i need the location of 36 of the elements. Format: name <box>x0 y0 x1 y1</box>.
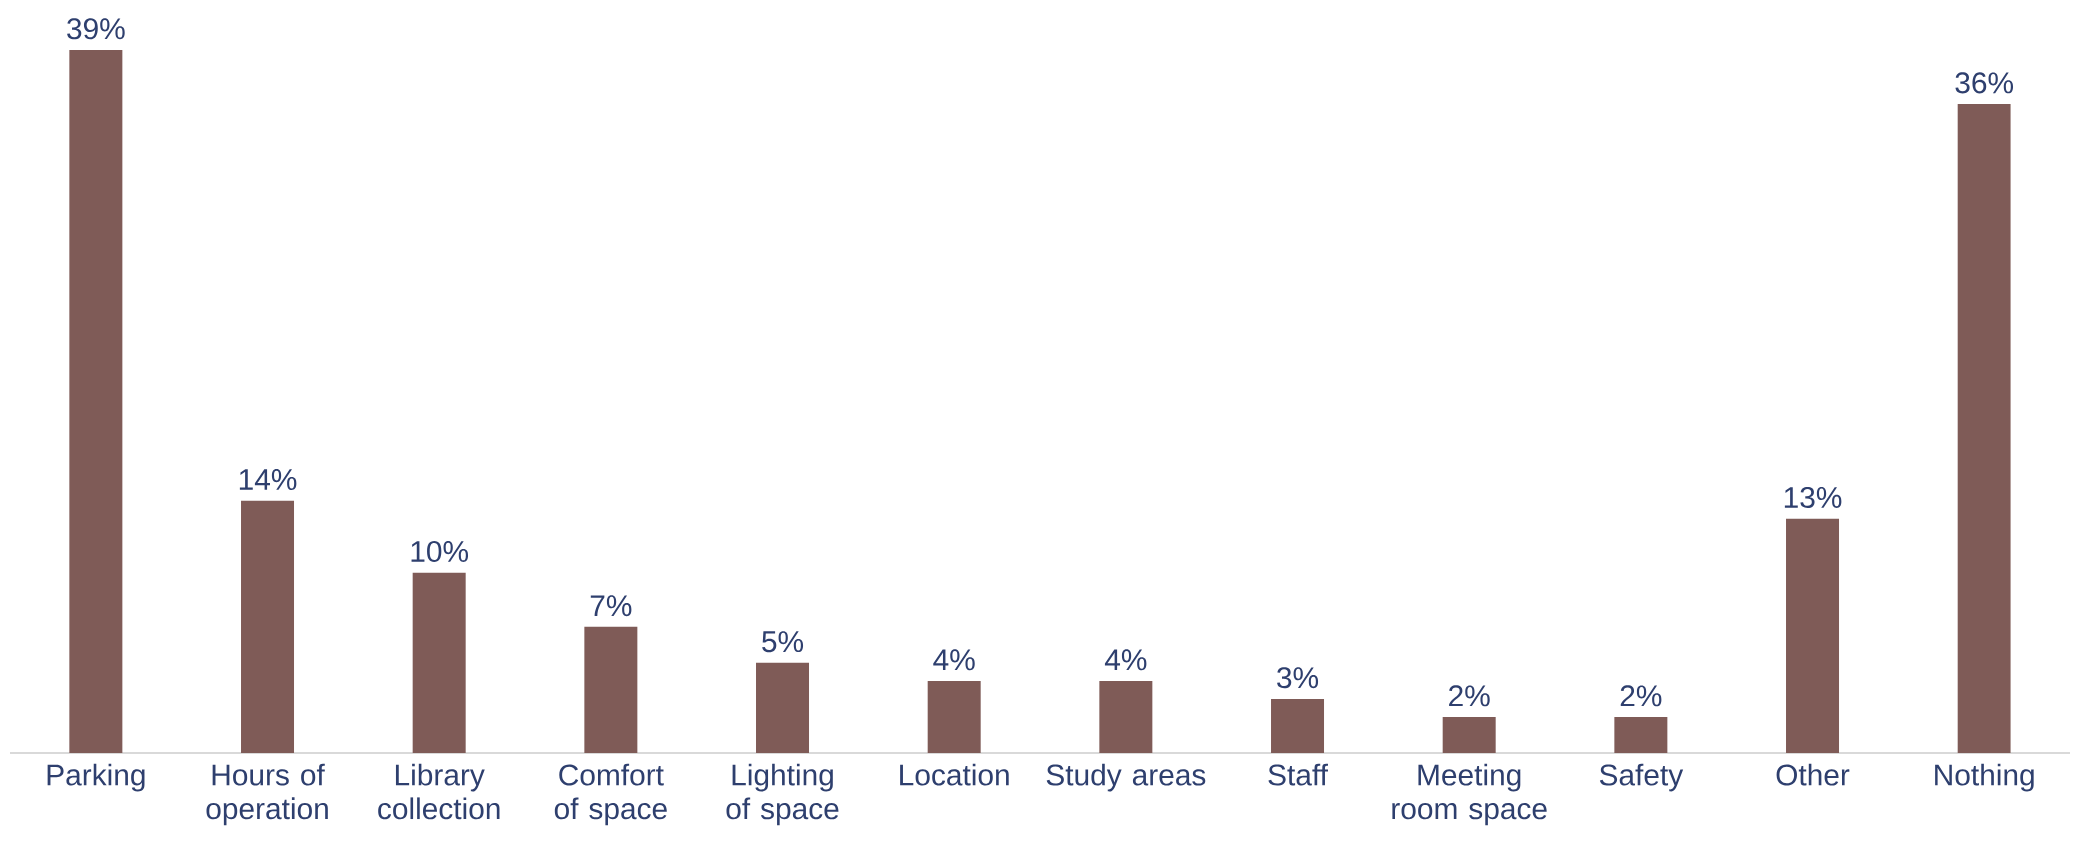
data-label: 7% <box>590 595 632 617</box>
bar <box>241 500 295 754</box>
x-tick-label: Nothing <box>1935 763 2034 792</box>
data-label: 36% <box>1955 72 2014 94</box>
x-tick-label: Other <box>1776 763 1850 786</box>
bar <box>927 680 981 754</box>
data-label: 39% <box>67 18 125 40</box>
x-tick-label: Library collection <box>378 763 500 820</box>
data-label: 2% <box>1449 685 1490 707</box>
data-label: 14% <box>239 469 297 490</box>
x-tick-label: Hours of operation <box>206 763 328 826</box>
bar <box>1957 104 2011 754</box>
x-tick-label: Location <box>900 763 1009 786</box>
x-tick-label: Comfort of space <box>554 763 667 826</box>
bar <box>1614 716 1668 754</box>
data-label: 10% <box>411 540 469 563</box>
bar <box>1099 680 1153 754</box>
x-tick-label: Meeting room space <box>1392 763 1547 826</box>
data-label: 2% <box>1620 685 1662 707</box>
bar <box>1442 716 1496 754</box>
x-tick-label: Staff <box>1268 763 1328 786</box>
data-label: 5% <box>762 631 804 653</box>
bar <box>584 626 638 754</box>
bar <box>1786 518 1840 754</box>
data-label: 13% <box>1784 486 1842 508</box>
bar <box>1271 698 1325 754</box>
data-label: 4% <box>933 649 975 671</box>
x-tick-label: Lighting of space <box>726 763 839 826</box>
data-label: 3% <box>1277 667 1319 689</box>
bar <box>69 50 123 754</box>
data-label: 4% <box>1104 649 1147 671</box>
bar <box>412 572 466 754</box>
bar <box>756 662 810 754</box>
x-tick-label: Safety <box>1599 763 1684 792</box>
x-tick-label: Study areas <box>1046 763 1206 792</box>
x-tick-label: Parking <box>47 763 145 792</box>
